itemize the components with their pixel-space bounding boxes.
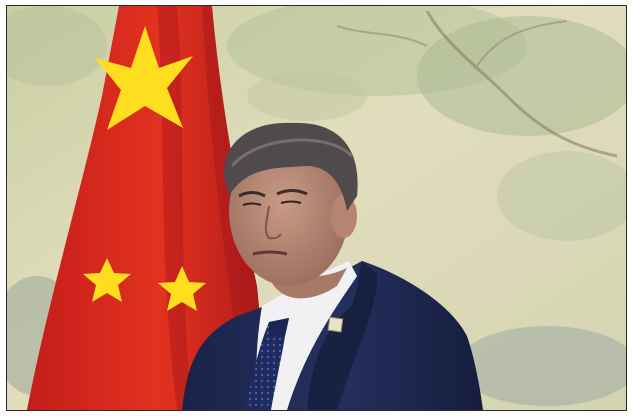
photo-frame [6,5,627,411]
large-star-icon [95,26,193,130]
lapel-pin-icon [327,316,344,333]
news-photo [7,6,626,410]
portrait-subject [182,122,483,410]
small-star-icon [158,266,206,311]
small-star-icon [83,258,131,302]
